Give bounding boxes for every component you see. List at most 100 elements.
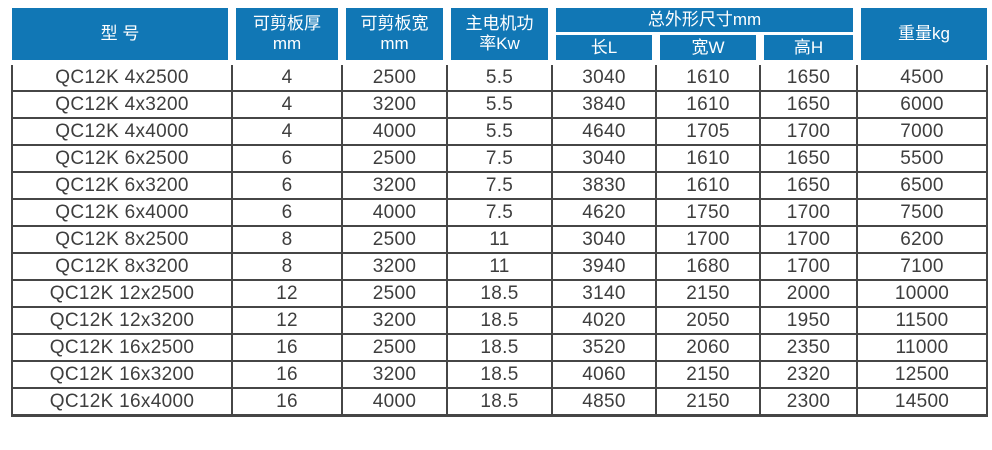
cell-plate-width: 3200 bbox=[341, 306, 448, 336]
spec-table: 型 号 可剪板厚 mm 可剪板宽 mm 主电机功 率Kw 总外形尺寸mm 重量k… bbox=[11, 8, 989, 418]
col-header-plate-width: 可剪板宽 mm bbox=[338, 8, 451, 66]
col-header-height: 高H bbox=[755, 33, 862, 66]
cell-plate-width: 2500 bbox=[341, 333, 448, 363]
cell-length: 4060 bbox=[551, 360, 657, 390]
cell-motor-power: 11 bbox=[446, 252, 553, 282]
cell-thickness: 16 bbox=[231, 387, 343, 418]
cell-motor-power: 5.5 bbox=[446, 61, 553, 93]
cell-plate-width: 3200 bbox=[341, 171, 448, 201]
cell-thickness: 6 bbox=[231, 144, 343, 174]
cell-length: 3520 bbox=[551, 333, 657, 363]
cell-plate-width: 4000 bbox=[341, 117, 448, 147]
col-header-width: 宽W bbox=[652, 33, 764, 66]
table-row: QC12K 12x2500 12 2500 18.5 3140 2150 200… bbox=[11, 279, 989, 309]
cell-height: 1650 bbox=[758, 171, 859, 201]
cell-width: 1610 bbox=[655, 171, 761, 201]
cell-plate-width: 2500 bbox=[341, 61, 448, 93]
col-header-thickness-line1: 可剪板厚 bbox=[253, 13, 321, 33]
table-row: QC12K 8x3200 8 3200 11 3940 1680 1700 71… bbox=[11, 252, 989, 282]
col-header-model: 型 号 bbox=[12, 8, 236, 66]
cell-model: QC12K 8x2500 bbox=[11, 225, 233, 255]
cell-weight: 4500 bbox=[856, 61, 989, 93]
cell-motor-power: 11 bbox=[446, 225, 553, 255]
col-header-length: 长L bbox=[548, 33, 660, 66]
cell-weight: 7500 bbox=[856, 198, 989, 228]
cell-thickness: 6 bbox=[231, 198, 343, 228]
cell-thickness: 6 bbox=[231, 171, 343, 201]
cell-width: 1680 bbox=[655, 252, 761, 282]
cell-motor-power: 5.5 bbox=[446, 117, 553, 147]
cell-height: 1950 bbox=[758, 306, 859, 336]
cell-length: 4620 bbox=[551, 198, 657, 228]
table-row: QC12K 6x2500 6 2500 7.5 3040 1610 1650 5… bbox=[11, 144, 989, 174]
cell-height: 1650 bbox=[758, 144, 859, 174]
cell-motor-power: 18.5 bbox=[446, 360, 553, 390]
cell-thickness: 12 bbox=[231, 306, 343, 336]
cell-width: 1610 bbox=[655, 61, 761, 93]
col-header-dimensions-group: 总外形尺寸mm bbox=[547, 8, 862, 36]
cell-model: QC12K 6x2500 bbox=[11, 144, 233, 174]
cell-weight: 12500 bbox=[856, 360, 989, 390]
cell-height: 2000 bbox=[758, 279, 859, 309]
cell-model: QC12K 8x3200 bbox=[11, 252, 233, 282]
cell-motor-power: 18.5 bbox=[446, 306, 553, 336]
col-header-motor-power: 主电机功 率Kw bbox=[443, 8, 556, 66]
cell-width: 1750 bbox=[655, 198, 761, 228]
cell-thickness: 4 bbox=[231, 117, 343, 147]
col-header-plate-width-line1: 可剪板宽 bbox=[360, 13, 429, 33]
table-row: QC12K 6x4000 6 4000 7.5 4620 1750 1700 7… bbox=[11, 198, 989, 228]
cell-thickness: 8 bbox=[231, 225, 343, 255]
cell-thickness: 12 bbox=[231, 279, 343, 309]
cell-weight: 6200 bbox=[856, 225, 989, 255]
cell-weight: 6000 bbox=[856, 90, 989, 120]
cell-model: QC12K 16x4000 bbox=[11, 387, 233, 418]
table-row: QC12K 16x3200 16 3200 18.5 4060 2150 232… bbox=[11, 360, 989, 390]
cell-weight: 10000 bbox=[856, 279, 989, 309]
cell-model: QC12K 12x3200 bbox=[11, 306, 233, 336]
cell-height: 1700 bbox=[758, 117, 859, 147]
cell-width: 2050 bbox=[655, 306, 761, 336]
cell-model: QC12K 16x2500 bbox=[11, 333, 233, 363]
cell-height: 1700 bbox=[758, 252, 859, 282]
cell-length: 3040 bbox=[551, 225, 657, 255]
cell-length: 3840 bbox=[551, 90, 657, 120]
cell-plate-width: 2500 bbox=[341, 225, 448, 255]
cell-plate-width: 3200 bbox=[341, 90, 448, 120]
cell-length: 4850 bbox=[551, 387, 657, 418]
cell-motor-power: 7.5 bbox=[446, 198, 553, 228]
header-subrow: 长L 宽W 高H bbox=[12, 33, 987, 66]
cell-thickness: 4 bbox=[231, 61, 343, 93]
cell-width: 2150 bbox=[655, 279, 761, 309]
cell-thickness: 4 bbox=[231, 90, 343, 120]
cell-plate-width: 2500 bbox=[341, 279, 448, 309]
cell-model: QC12K 4x4000 bbox=[11, 117, 233, 147]
cell-weight: 11000 bbox=[856, 333, 989, 363]
cell-length: 3140 bbox=[551, 279, 657, 309]
cell-weight: 6500 bbox=[856, 171, 989, 201]
table-row: QC12K 12x3200 12 3200 18.5 4020 2050 195… bbox=[11, 306, 989, 336]
col-header-motor-power-line2: 率Kw bbox=[479, 34, 520, 54]
cell-width: 1705 bbox=[655, 117, 761, 147]
cell-thickness: 16 bbox=[231, 333, 343, 363]
table-row: QC12K 4x3200 4 3200 5.5 3840 1610 1650 6… bbox=[11, 90, 989, 120]
cell-motor-power: 7.5 bbox=[446, 144, 553, 174]
cell-plate-width: 2500 bbox=[341, 144, 448, 174]
cell-height: 1650 bbox=[758, 61, 859, 93]
cell-model: QC12K 16x3200 bbox=[11, 360, 233, 390]
cell-length: 3830 bbox=[551, 171, 657, 201]
cell-weight: 7000 bbox=[856, 117, 989, 147]
cell-width: 2060 bbox=[655, 333, 761, 363]
cell-motor-power: 18.5 bbox=[446, 387, 553, 418]
table-row: QC12K 6x3200 6 3200 7.5 3830 1610 1650 6… bbox=[11, 171, 989, 201]
cell-height: 1700 bbox=[758, 198, 859, 228]
cell-height: 2350 bbox=[758, 333, 859, 363]
col-header-thickness: 可剪板厚 mm bbox=[228, 8, 346, 66]
cell-weight: 11500 bbox=[856, 306, 989, 336]
spec-table-body: QC12K 4x2500 4 2500 5.5 3040 1610 1650 4… bbox=[11, 61, 989, 418]
cell-plate-width: 4000 bbox=[341, 198, 448, 228]
cell-length: 4640 bbox=[551, 117, 657, 147]
cell-thickness: 16 bbox=[231, 360, 343, 390]
cell-plate-width: 3200 bbox=[341, 360, 448, 390]
cell-width: 1610 bbox=[655, 90, 761, 120]
